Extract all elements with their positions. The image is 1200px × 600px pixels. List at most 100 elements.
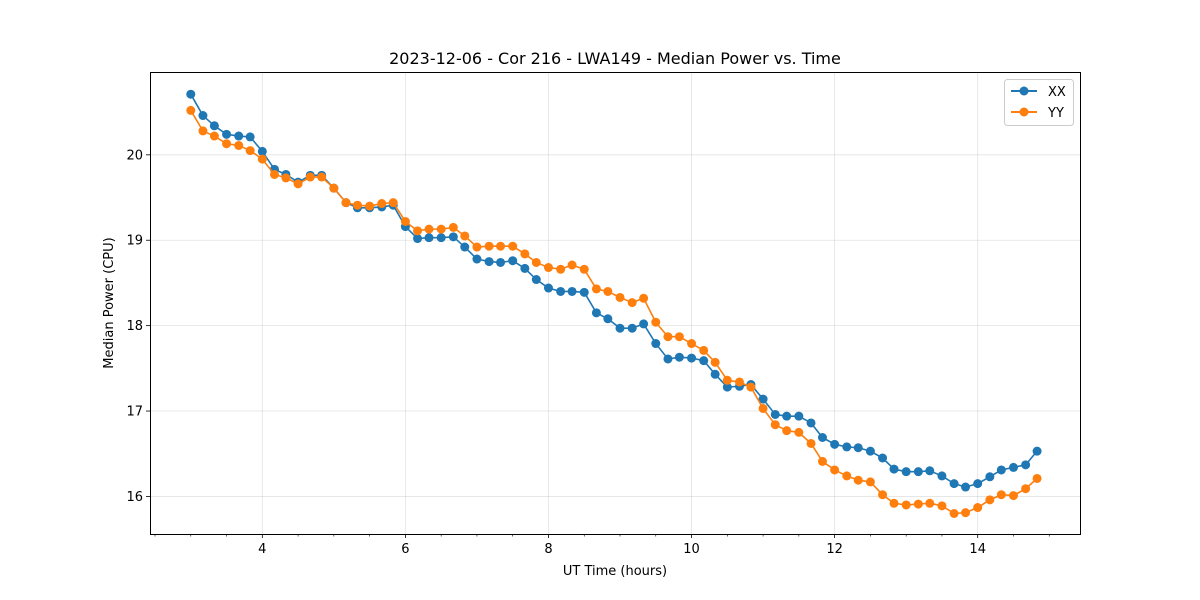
- data-point-xx: [579, 287, 589, 297]
- data-point-yy: [472, 242, 482, 252]
- data-point-xx: [413, 234, 423, 244]
- data-point-xx: [615, 323, 625, 333]
- data-point-yy: [245, 146, 255, 156]
- x-tick-label: 4: [258, 542, 266, 557]
- data-point-yy: [806, 438, 816, 448]
- data-point-xx: [817, 433, 827, 442]
- data-point-yy: [830, 465, 840, 475]
- data-point-yy: [400, 216, 410, 226]
- data-point-xx: [949, 479, 959, 489]
- data-point-xx: [794, 411, 804, 421]
- data-point-yy: [770, 420, 780, 430]
- data-point-xx: [913, 467, 923, 477]
- data-point-xx: [234, 131, 244, 141]
- data-point-xx: [198, 111, 208, 121]
- y-tick-label: 18: [126, 319, 143, 334]
- data-point-yy: [961, 508, 971, 518]
- data-point-yy: [639, 293, 649, 303]
- data-point-yy: [615, 292, 625, 302]
- data-point-xx: [186, 89, 196, 99]
- data-point-xx: [257, 146, 267, 156]
- data-point-yy: [699, 345, 709, 355]
- data-point-yy: [674, 332, 684, 342]
- data-point-yy: [663, 332, 673, 342]
- data-point-yy: [377, 199, 387, 209]
- data-point-yy: [281, 173, 291, 183]
- data-point-xx: [520, 263, 530, 273]
- data-point-xx: [663, 354, 673, 364]
- data-point-yy: [901, 500, 911, 510]
- x-tick-label: 6: [401, 542, 409, 557]
- data-point-yy: [937, 501, 947, 511]
- data-point-xx: [245, 132, 255, 142]
- data-point-yy: [722, 375, 732, 385]
- x-tick-label: 10: [683, 542, 700, 557]
- data-point-yy: [269, 169, 279, 179]
- data-point-yy: [579, 264, 589, 274]
- data-point-yy: [305, 172, 315, 182]
- data-point-yy: [842, 471, 852, 481]
- legend: XX YY: [1004, 79, 1074, 126]
- x-axis-label: UT Time (hours): [563, 564, 667, 579]
- data-point-xx: [436, 233, 446, 243]
- data-point-yy: [222, 139, 232, 149]
- data-point-xx: [901, 467, 911, 477]
- data-point-xx: [508, 256, 518, 266]
- data-point-yy: [913, 499, 923, 509]
- data-point-xx: [758, 394, 768, 404]
- data-point-yy: [1008, 491, 1018, 501]
- data-point-yy: [198, 126, 208, 136]
- data-point-yy: [817, 456, 827, 466]
- data-point-xx: [472, 254, 482, 264]
- data-point-yy: [591, 284, 601, 294]
- data-point-xx: [710, 369, 720, 379]
- y-tick-label: 16: [126, 490, 143, 505]
- data-point-yy: [687, 339, 697, 349]
- x-tick-label: 14: [969, 542, 986, 557]
- data-point-xx: [627, 323, 637, 333]
- data-point-yy: [341, 198, 351, 208]
- data-point-xx: [603, 314, 613, 324]
- data-point-xx: [973, 479, 983, 489]
- data-point-xx: [770, 409, 780, 419]
- y-axis-label: Median Power (CPU): [102, 237, 117, 368]
- data-point-yy: [853, 475, 863, 485]
- data-point-xx: [985, 472, 995, 482]
- data-point-xx: [937, 471, 947, 481]
- data-point-yy: [448, 222, 458, 232]
- data-point-yy: [651, 317, 661, 327]
- data-point-yy: [949, 509, 959, 518]
- data-point-yy: [996, 490, 1006, 500]
- data-point-yy: [782, 426, 792, 436]
- x-tick-label: 8: [544, 542, 552, 557]
- data-point-xx: [222, 129, 232, 139]
- data-point-xx: [687, 353, 697, 363]
- data-point-xx: [889, 464, 899, 474]
- y-tick-label: 20: [126, 148, 143, 163]
- data-point-xx: [1008, 462, 1018, 472]
- data-point-yy: [925, 498, 935, 508]
- data-point-yy: [460, 231, 470, 241]
- data-point-yy: [424, 224, 434, 234]
- data-point-xx: [448, 232, 458, 242]
- legend-marker-xx: [1019, 86, 1029, 96]
- data-point-yy: [794, 427, 804, 437]
- data-point-yy: [603, 286, 613, 296]
- data-point-yy: [293, 179, 303, 189]
- data-point-xx: [865, 446, 875, 456]
- data-point-yy: [1032, 473, 1042, 483]
- data-point-yy: [985, 495, 995, 505]
- data-point-yy: [508, 241, 518, 251]
- data-point-yy: [496, 241, 506, 251]
- data-point-yy: [352, 200, 362, 210]
- data-point-yy: [889, 498, 899, 508]
- data-point-yy: [878, 490, 888, 500]
- data-point-yy: [365, 201, 375, 211]
- data-point-xx: [996, 465, 1006, 475]
- series-layer: [186, 89, 1042, 518]
- data-point-xx: [460, 242, 470, 252]
- data-point-yy: [436, 224, 446, 234]
- y-tick-label: 17: [126, 405, 143, 420]
- data-point-xx: [639, 319, 649, 329]
- data-point-xx: [1032, 446, 1042, 456]
